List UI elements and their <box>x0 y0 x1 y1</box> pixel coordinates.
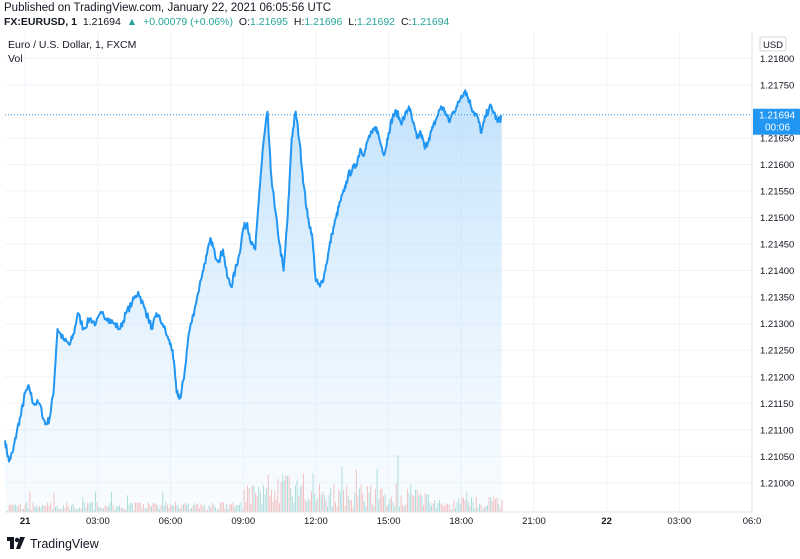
price-tick-label: 1.21650 <box>760 134 794 145</box>
price-area <box>5 90 502 513</box>
low-label: L: <box>348 16 358 28</box>
price-line <box>4 89 503 463</box>
price-chart[interactable]: 1.21800 1.21750 1.21650 1.21600 1.21550 1.215… <box>0 32 800 528</box>
price-tick-label: 1.21550 <box>760 187 794 198</box>
price-tick-label: 1.21750 <box>760 81 794 92</box>
volume-label[interactable]: Vol <box>8 53 23 65</box>
time-tick-label: 03:00 <box>667 516 691 527</box>
high-label: H: <box>293 16 305 28</box>
high-value: 1.21696 <box>304 16 343 28</box>
time-tick-label: 21 <box>20 516 31 527</box>
published-line: Published on TradingView.com, January 22… <box>4 2 332 14</box>
time-tick-label: 21:00 <box>522 516 546 527</box>
time-tick-label: 18:00 <box>449 516 473 527</box>
countdown-label: 00:06 <box>765 123 790 134</box>
price-axis[interactable]: 1.21800 1.21750 1.21650 1.21600 1.21550 1.215… <box>760 54 794 489</box>
currency-label: USD <box>763 40 783 51</box>
time-tick-label: 09:00 <box>231 516 255 527</box>
price-tick-label: 1.21350 <box>760 293 794 304</box>
time-tick-label: 06:0 <box>743 516 762 527</box>
chart-title[interactable]: Euro / U.S. Dollar, 1, FXCM <box>8 39 137 51</box>
price-tick-label: 1.21000 <box>760 478 794 489</box>
tradingview-logo-icon <box>7 537 25 549</box>
price-tick-label: 1.21100 <box>760 425 794 436</box>
close-value: 1.21694 <box>411 16 450 28</box>
time-tick-label: 15:00 <box>377 516 401 527</box>
price-tick-label: 1.21300 <box>760 319 794 330</box>
up-arrow-icon: ▲ <box>126 16 138 28</box>
last-price-badge: 1.21694 00:06 <box>753 108 800 135</box>
price-change: +0.00079 (+0.06%) <box>143 16 233 28</box>
price-tick-label: 1.21600 <box>760 160 794 171</box>
tradingview-brand[interactable]: TradingView <box>7 537 99 551</box>
footer <box>0 530 800 559</box>
close-label: C: <box>400 16 412 28</box>
last-price-badge-label: 1.21694 <box>759 111 796 122</box>
tradingview-brand-label: TradingView <box>30 537 99 551</box>
time-tick-label: 12:00 <box>304 516 328 527</box>
price-tick-label: 1.21800 <box>760 54 794 65</box>
currency-badge[interactable]: USD <box>759 36 787 52</box>
price-tick-label: 1.21500 <box>760 213 794 224</box>
time-tick-label: 03:00 <box>86 516 110 527</box>
symbol-label: FX:EURUSD, 1 <box>4 16 77 28</box>
time-tick-label: 22 <box>601 516 612 527</box>
price-tick-label: 1.21050 <box>760 452 794 463</box>
open-value: 1.21695 <box>250 16 288 28</box>
last-price: 1.21694 <box>82 16 121 28</box>
price-tick-label: 1.21200 <box>760 372 794 383</box>
time-tick-label: 06:00 <box>159 516 183 527</box>
price-tick-label: 1.21150 <box>760 399 794 410</box>
volume-bar <box>501 500 503 512</box>
time-axis[interactable]: 21 03:00 06:00 09:00 12:00 15:00 18:00 21:00 22 0… <box>20 516 761 527</box>
chart-header: Published on TradingView.com, January 22… <box>0 0 800 32</box>
price-tick-label: 1.21450 <box>760 240 794 251</box>
price-tick-label: 1.21250 <box>760 346 794 357</box>
quote-line: FX:EURUSD, 1 1.21694 ▲ +0.00079 (+0.06%)… <box>4 16 452 28</box>
price-tick-label: 1.21400 <box>760 266 794 277</box>
open-label: O: <box>238 16 250 28</box>
low-value: 1.21692 <box>357 16 396 28</box>
